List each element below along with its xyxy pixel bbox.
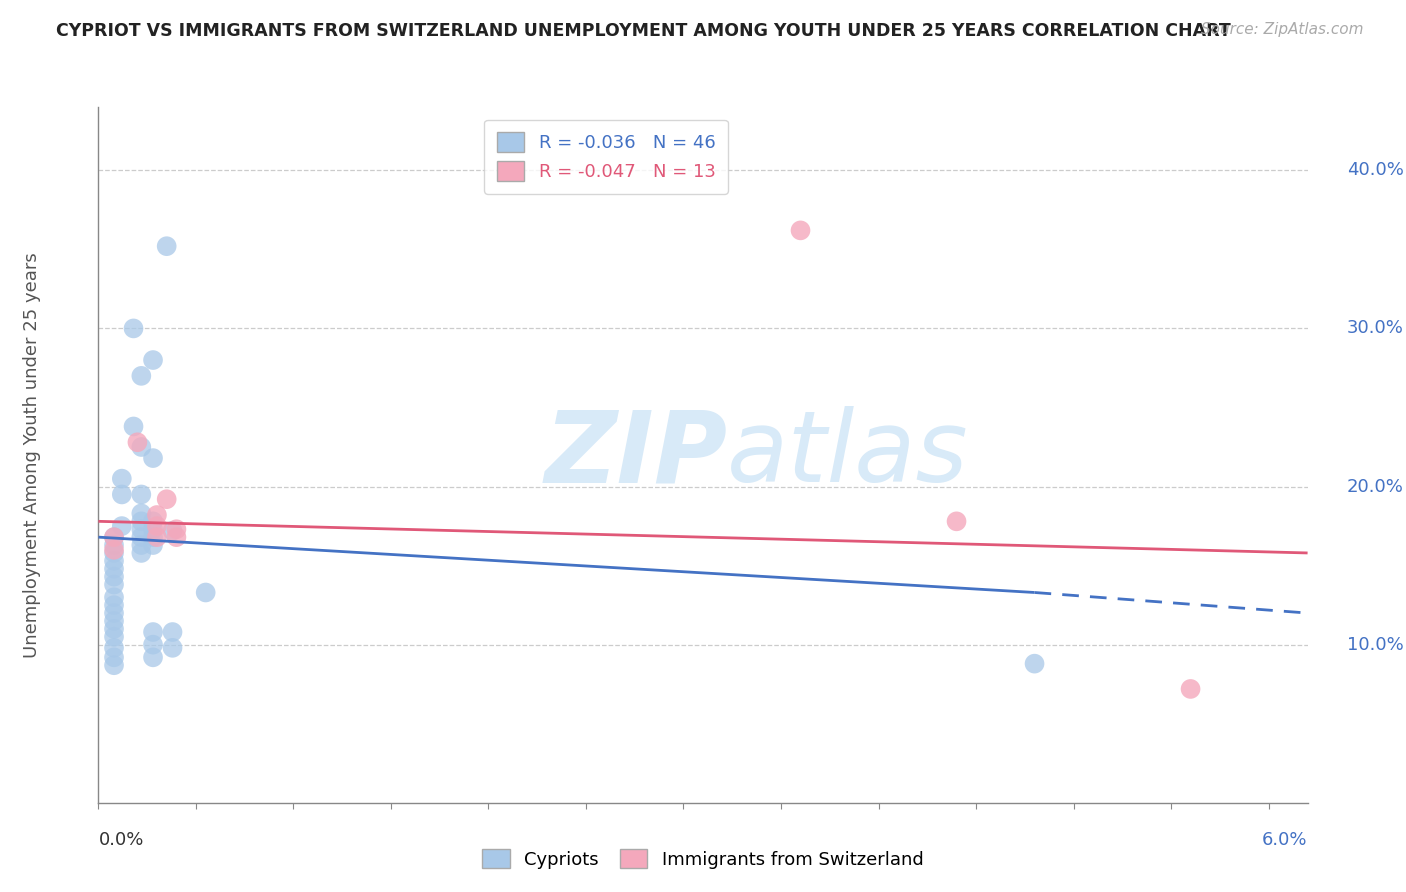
Point xyxy=(142,451,165,466)
Point xyxy=(142,522,165,536)
Text: 20.0%: 20.0% xyxy=(1347,477,1403,496)
Point xyxy=(103,530,125,544)
Point xyxy=(142,638,165,652)
Point xyxy=(162,524,184,538)
Point xyxy=(162,625,184,640)
Point xyxy=(142,538,165,552)
Point xyxy=(122,419,145,434)
Text: atlas: atlas xyxy=(727,407,969,503)
Point xyxy=(103,598,125,612)
Legend: Cypriots, Immigrants from Switzerland: Cypriots, Immigrants from Switzerland xyxy=(475,842,931,876)
Point xyxy=(1024,657,1046,671)
Point xyxy=(103,658,125,673)
Text: 30.0%: 30.0% xyxy=(1347,319,1403,337)
Point xyxy=(103,577,125,591)
Point xyxy=(146,530,169,544)
Text: Source: ZipAtlas.com: Source: ZipAtlas.com xyxy=(1201,22,1364,37)
Point xyxy=(111,472,134,486)
Point xyxy=(103,622,125,636)
Point xyxy=(142,353,165,368)
Point xyxy=(122,321,145,335)
Point xyxy=(789,223,811,237)
Point xyxy=(103,591,125,605)
Point xyxy=(111,487,134,501)
Text: 6.0%: 6.0% xyxy=(1263,831,1308,849)
Point xyxy=(194,585,217,599)
Point xyxy=(131,546,153,560)
Text: Unemployment Among Youth under 25 years: Unemployment Among Youth under 25 years xyxy=(22,252,41,657)
Text: 40.0%: 40.0% xyxy=(1347,161,1403,179)
Point xyxy=(146,519,169,533)
Point xyxy=(103,546,125,560)
Point xyxy=(131,514,153,528)
Text: 10.0%: 10.0% xyxy=(1347,636,1403,654)
Point xyxy=(165,530,187,544)
Point xyxy=(156,239,179,253)
Point xyxy=(142,530,165,544)
Point xyxy=(131,522,153,536)
Point xyxy=(103,650,125,665)
Point xyxy=(103,530,125,544)
Legend: R = -0.036   N = 46, R = -0.047   N = 13: R = -0.036 N = 46, R = -0.047 N = 13 xyxy=(485,120,728,194)
Point xyxy=(103,606,125,620)
Point xyxy=(165,522,187,536)
Point xyxy=(131,368,153,383)
Point xyxy=(131,530,153,544)
Point xyxy=(945,514,967,528)
Text: 0.0%: 0.0% xyxy=(98,831,143,849)
Point xyxy=(142,625,165,640)
Point xyxy=(103,554,125,568)
Point xyxy=(103,570,125,584)
Point xyxy=(111,519,134,533)
Point xyxy=(131,440,153,454)
Text: CYPRIOT VS IMMIGRANTS FROM SWITZERLAND UNEMPLOYMENT AMONG YOUTH UNDER 25 YEARS C: CYPRIOT VS IMMIGRANTS FROM SWITZERLAND U… xyxy=(56,22,1232,40)
Point xyxy=(127,435,149,450)
Point xyxy=(156,492,179,507)
Point xyxy=(162,640,184,655)
Point xyxy=(103,630,125,644)
Point xyxy=(146,508,169,522)
Point xyxy=(103,542,125,557)
Point xyxy=(103,640,125,655)
Text: ZIP: ZIP xyxy=(544,407,727,503)
Point xyxy=(142,650,165,665)
Point xyxy=(103,538,125,552)
Point xyxy=(142,514,165,528)
Point xyxy=(131,507,153,521)
Point xyxy=(1180,681,1202,696)
Point xyxy=(103,614,125,628)
Point xyxy=(131,538,153,552)
Point xyxy=(131,487,153,501)
Point xyxy=(103,562,125,576)
